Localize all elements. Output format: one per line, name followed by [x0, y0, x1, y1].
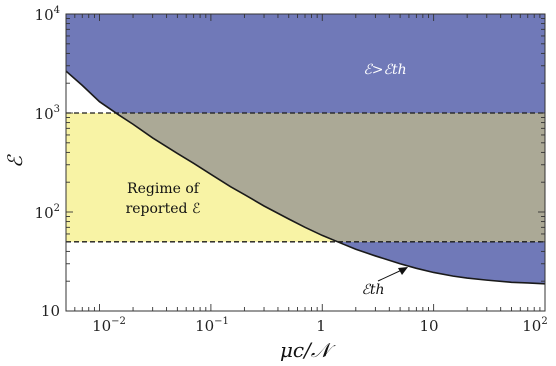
- threshold-curve: [66, 70, 545, 285]
- x-tick-label-3: 10: [419, 317, 438, 335]
- threshold-label: ℰth: [361, 282, 384, 298]
- x-tick-label-0: 10−2: [92, 316, 126, 335]
- x-tick-label-1: 10−1: [195, 316, 229, 335]
- overlap-region: [115, 113, 545, 242]
- plot-frame: [65, 13, 546, 312]
- x-tick-label-2: 1: [316, 317, 326, 335]
- x-axis-title: μc/𝒩: [280, 338, 336, 362]
- ticks: [65, 13, 546, 312]
- y-tick-label-2: 103: [35, 104, 60, 123]
- above-threshold-label: ℰ>ℰth: [363, 62, 406, 78]
- y-axis-title: ℰ: [3, 154, 27, 168]
- threshold-label-arrow: [377, 268, 405, 282]
- y-tick-label-3: 104: [35, 5, 60, 24]
- band-label-line2: reported ℰ: [126, 201, 201, 217]
- x-tick-label-4: 102: [522, 316, 547, 335]
- y-tick-label-1: 102: [35, 203, 60, 222]
- y-tick-label-0: 10: [41, 302, 60, 320]
- threshold-arrow-head: [398, 267, 408, 275]
- band-label-line1: Regime of: [127, 181, 201, 197]
